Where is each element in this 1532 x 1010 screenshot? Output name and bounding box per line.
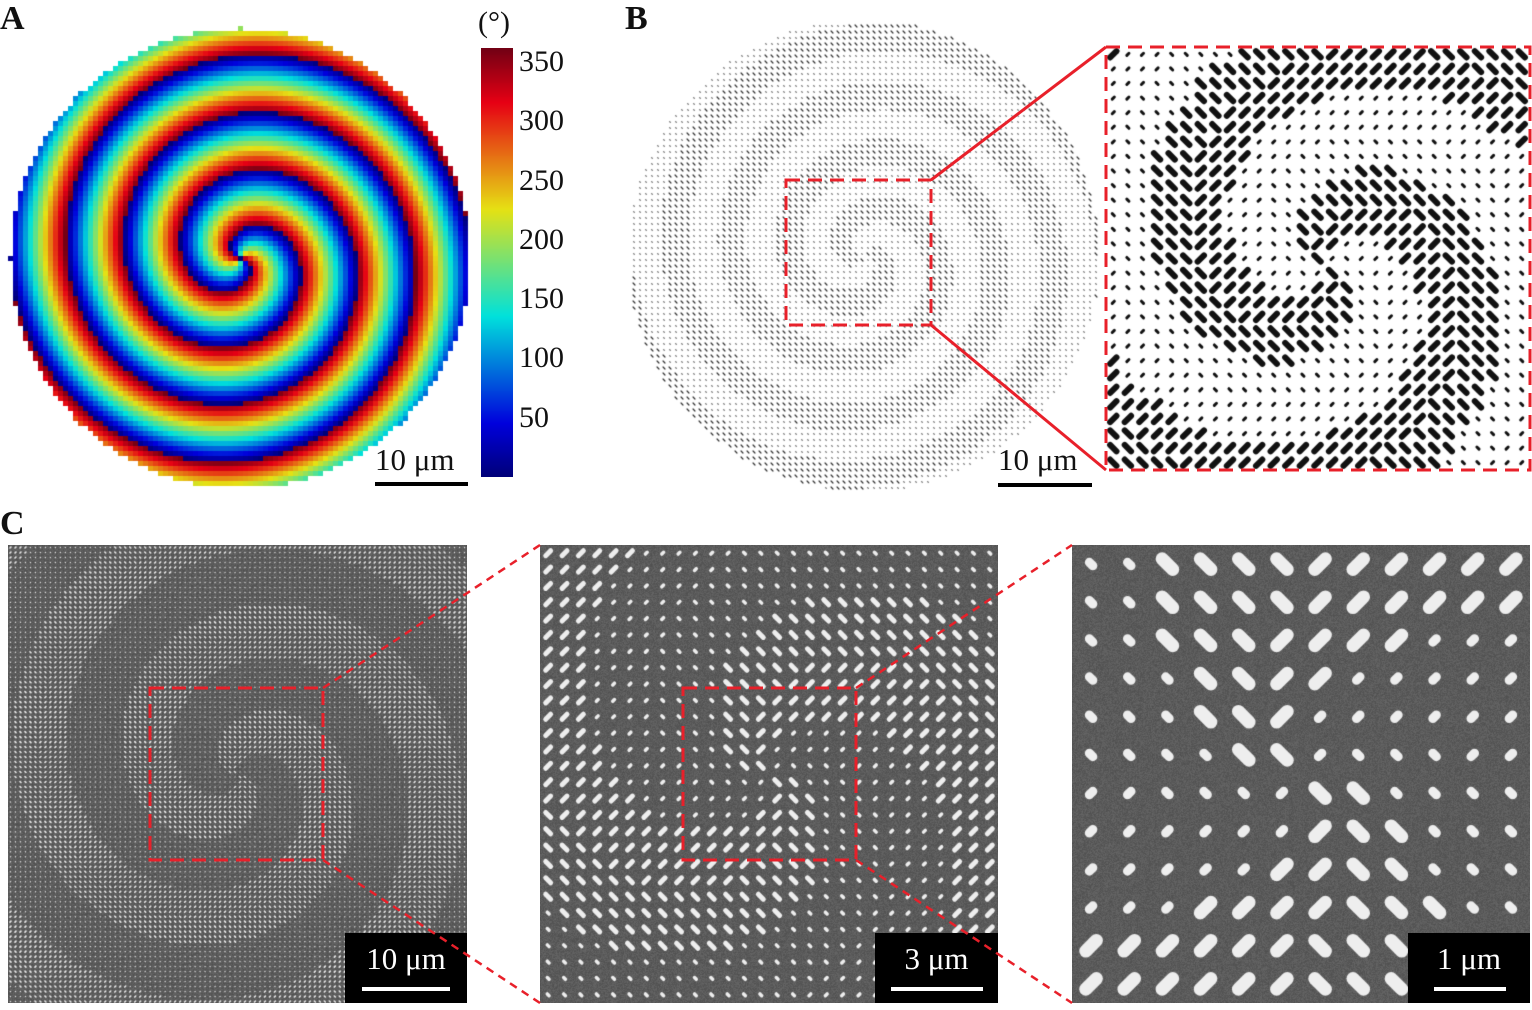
- zoom-connector-line: [323, 545, 540, 688]
- zoom-connector-line: [931, 47, 1106, 180]
- zoom-region-box: [786, 180, 931, 325]
- zoom-connector-line: [856, 860, 1072, 1003]
- zoom-connector-line: [323, 860, 540, 1003]
- zoom-region-box: [1106, 47, 1530, 470]
- zoom-connector-line: [856, 545, 1072, 688]
- zoom-connector-line: [931, 325, 1106, 470]
- zoom-region-box: [683, 688, 856, 860]
- zoom-region-box: [150, 688, 323, 860]
